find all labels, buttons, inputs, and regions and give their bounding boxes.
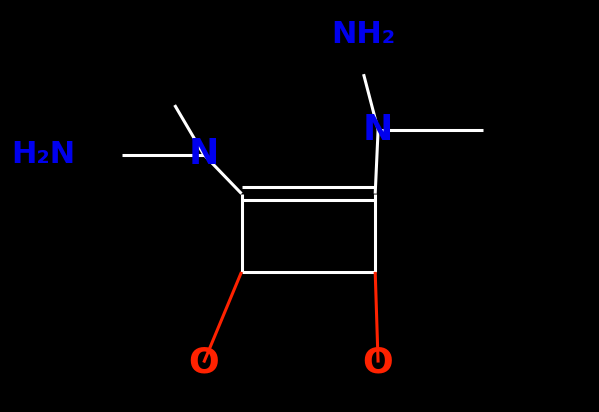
Text: NH₂: NH₂ [331, 21, 395, 49]
Text: N: N [189, 138, 219, 171]
Text: O: O [363, 346, 394, 379]
Text: O: O [188, 346, 219, 379]
Text: H₂N: H₂N [12, 140, 76, 169]
Text: N: N [363, 113, 394, 147]
